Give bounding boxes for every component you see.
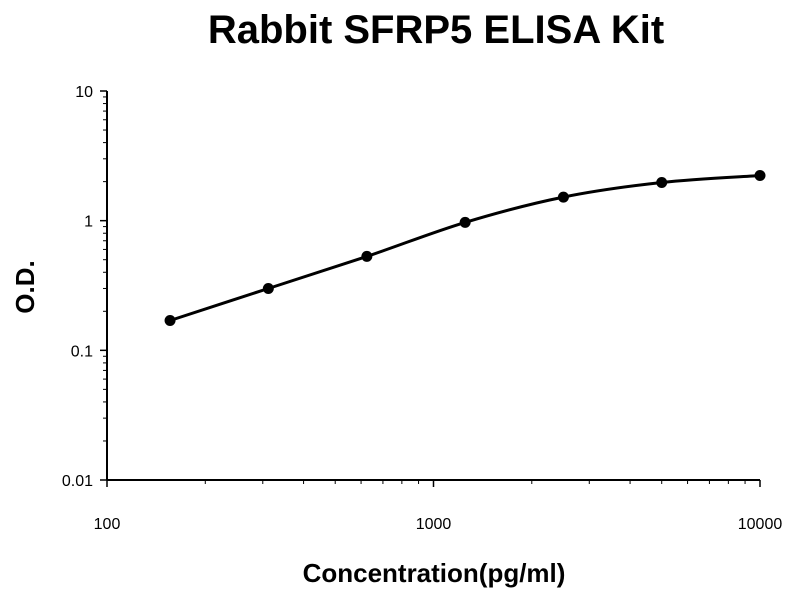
y-tick-label: 0.1 (71, 343, 93, 360)
x-tick-label: 100 (94, 516, 121, 533)
data-point (164, 314, 176, 326)
data-point (459, 216, 471, 228)
x-tick-label: 10000 (738, 516, 783, 533)
y-tick-label: 1 (84, 214, 93, 231)
data-point (557, 191, 569, 203)
axes (106, 91, 760, 481)
data-point (656, 176, 668, 188)
data-point (754, 170, 766, 182)
x-axis-label: Concentration(pg/ml) (303, 558, 566, 588)
data-point (361, 250, 373, 262)
y-tick-label: 0.01 (62, 473, 93, 490)
chart-title: Rabbit SFRP5 ELISA Kit (207, 8, 665, 52)
fit-curve (169, 174, 761, 322)
y-tick-label: 10 (75, 84, 93, 101)
tick-labels: 0.01 0.1 1 10 100 1000 10000 (62, 84, 782, 533)
ticks (100, 90, 761, 487)
data-points (164, 170, 766, 326)
y-axis-label: O.D. (10, 260, 40, 313)
x-tick-label: 1000 (416, 516, 452, 533)
data-point (262, 282, 274, 294)
